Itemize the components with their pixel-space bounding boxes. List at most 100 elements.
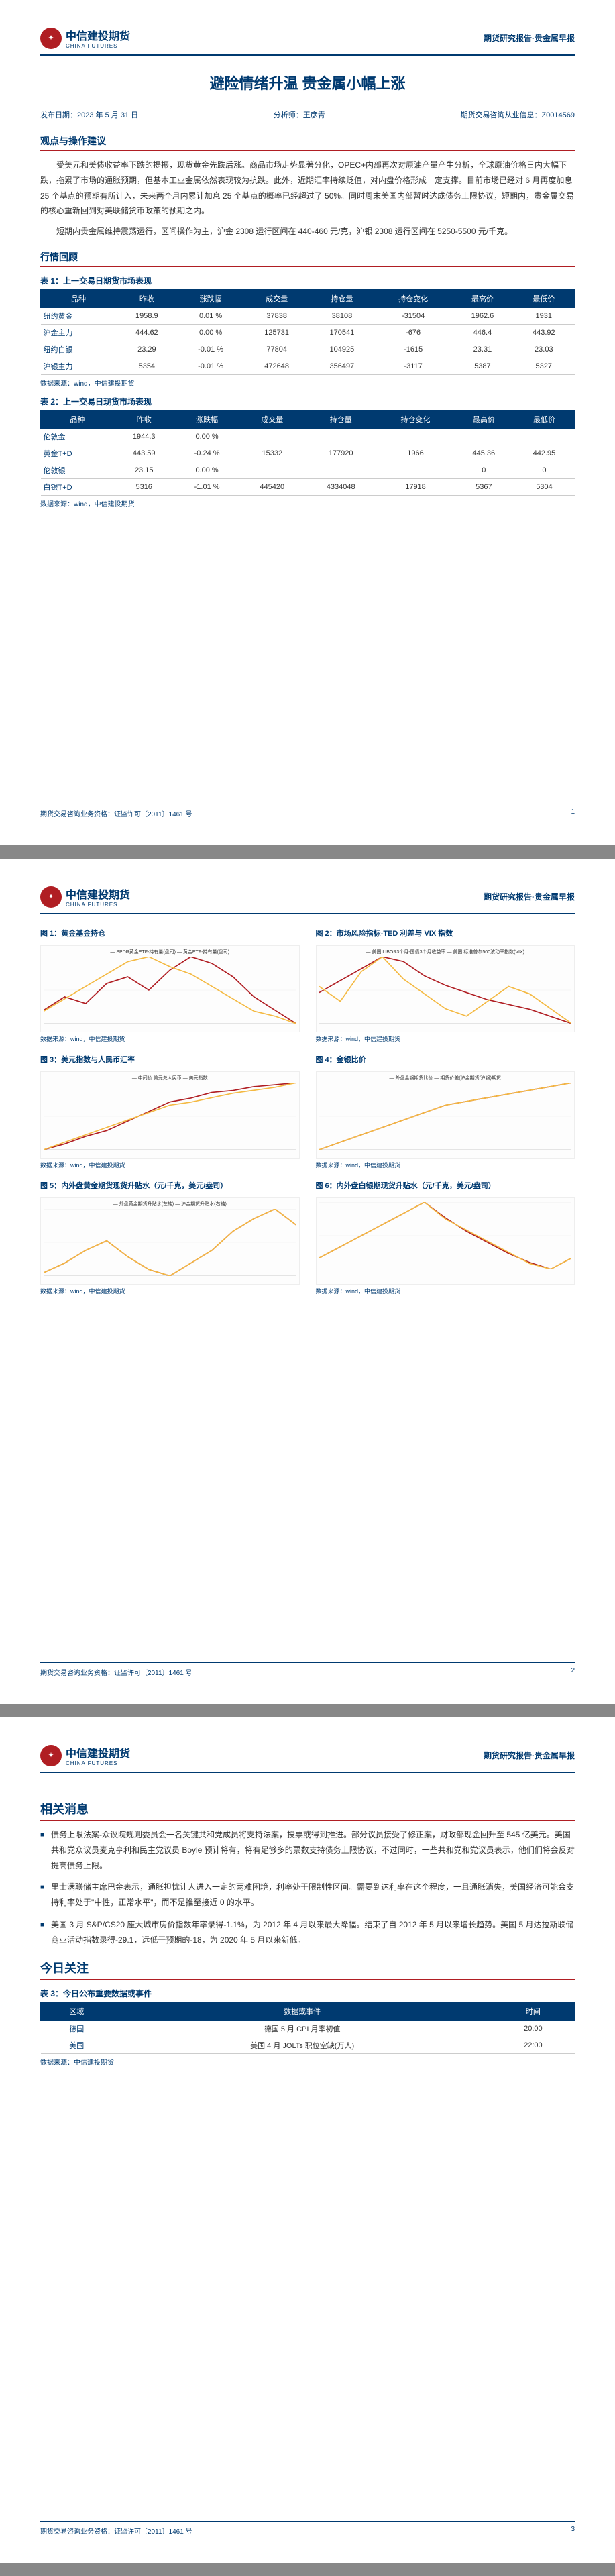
table-row: 纽约黄金1958.90.01 %3783838108-315041962.619…	[41, 307, 575, 324]
page-footer: 期货交易咨询业务资格：证监许可〔2011〕1461 号 1	[40, 804, 575, 818]
table-cell: 德国 5 月 CPI 月率初值	[113, 2020, 492, 2037]
table-row: 德国德国 5 月 CPI 月率初值20:00	[41, 2020, 575, 2037]
table-cell: 104925	[309, 341, 374, 358]
chart-legend: — 中间价:美元兑人民币 — 美元指数	[44, 1075, 296, 1081]
opinion-paragraph-2: 短期内贵金属维持震荡运行，区间操作为主，沪金 2308 运行区间在 440-46…	[40, 224, 575, 239]
table-cell: 22:00	[492, 2037, 574, 2053]
page-header: ✦ 中信建投期货 CHINA FUTURES 期货研究报告·贵金属早报	[40, 27, 575, 56]
section-news: 相关消息	[40, 1800, 575, 1821]
table-row: 沪金主力444.620.00 %125731170541-676446.4443…	[41, 324, 575, 341]
chart-title: 图 4：金银比价	[316, 1054, 575, 1067]
table-row: 沪银主力5354-0.01 %472648356497-311753875327	[41, 358, 575, 374]
table-cell: 纽约白银	[41, 341, 117, 358]
table-cell: 伦敦金	[41, 428, 115, 445]
table-cell: 38108	[309, 307, 374, 324]
page-number: 2	[571, 1667, 575, 1677]
table-cell: 15332	[240, 445, 304, 462]
brand-logo: ✦ 中信建投期货 CHINA FUTURES	[40, 27, 130, 49]
table-cell: 5354	[117, 358, 178, 374]
chart-svg	[319, 1202, 572, 1269]
table-cell: 美国 4 月 JOLTs 职位空缺(万人)	[113, 2037, 492, 2053]
page-header: ✦ 中信建投期货 CHINA FUTURES 期货研究报告·贵金属早报	[40, 1744, 575, 1773]
table-cell: 5327	[513, 358, 574, 374]
table-cell: 37838	[244, 307, 309, 324]
table-header-cell: 持仓量	[309, 289, 374, 307]
table-header-cell: 品种	[41, 410, 115, 428]
table-header-cell: 昨收	[114, 410, 174, 428]
table-header-cell: 涨跌幅	[177, 289, 244, 307]
chart-svg	[319, 957, 572, 1024]
table-cell: 444.62	[117, 324, 178, 341]
brand-cn: 中信建投期货	[66, 27, 130, 43]
events-table: 区域数据或事件时间德国德国 5 月 CPI 月率初值20:00美国美国 4 月 …	[40, 2002, 575, 2054]
table-cell: 1962.6	[452, 307, 513, 324]
section-review: 行情回顾	[40, 250, 575, 267]
footer-license: 期货交易咨询业务资格：证监许可〔2011〕1461 号	[40, 2526, 192, 2536]
table-header-cell: 持仓变化	[375, 289, 452, 307]
table-header-cell: 成交量	[240, 410, 304, 428]
logo-mark-icon: ✦	[40, 1745, 62, 1766]
table-cell	[240, 428, 304, 445]
table-cell: 0.00 %	[174, 462, 239, 478]
chart-box: 图 2：市场风险指标-TED 利差与 VIX 指数 — 美国:LIBOR3个月-…	[316, 928, 575, 1043]
table-header-cell: 数据或事件	[113, 2002, 492, 2020]
table-row: 白银T+D5316-1.01 %445420433404817918536753…	[41, 478, 575, 495]
chart-box: 图 4：金银比价 — 外盘金银期货比价 — 期货价差(沪金期货/沪银)期货 数据…	[316, 1054, 575, 1169]
table-cell: 446.4	[452, 324, 513, 341]
header-category: 期货研究报告·贵金属早报	[484, 891, 575, 902]
chart-legend: — 美国:LIBOR3个月-国债3个月收益率 — 美国:标准普尔500波动率指数…	[319, 949, 572, 955]
table-cell: 23.15	[114, 462, 174, 478]
table2-source: 数据来源：wind，中信建投期货	[40, 498, 575, 508]
table-cell: 20:00	[492, 2020, 574, 2037]
table-header-cell: 最高价	[453, 410, 514, 428]
chart-title: 图 6：内外盘白银期现货升贴水（元/千克，美元/盎司）	[316, 1180, 575, 1193]
futures-table: 品种昨收涨跌幅成交量持仓量持仓变化最高价最低价纽约黄金1958.90.01 %3…	[40, 289, 575, 375]
table-cell: -31504	[375, 307, 452, 324]
chart-svg	[44, 1083, 296, 1150]
page-number: 1	[571, 808, 575, 818]
table-cell: -3117	[375, 358, 452, 374]
table-cell: 1958.9	[117, 307, 178, 324]
chart-box: 图 6：内外盘白银期现货升贴水（元/千克，美元/盎司） 数据来源：wind，中信…	[316, 1180, 575, 1295]
table-header-cell: 区域	[41, 2002, 113, 2020]
brand-logo: ✦ 中信建投期货 CHINA FUTURES	[40, 1744, 130, 1766]
table-cell: 445420	[240, 478, 304, 495]
table-row: 伦敦金1944.30.00 %	[41, 428, 575, 445]
table-header-cell: 最高价	[452, 289, 513, 307]
page-header: ✦ 中信建投期货 CHINA FUTURES 期货研究报告·贵金属早报	[40, 885, 575, 914]
table-cell: 443.92	[513, 324, 574, 341]
chart-source: 数据来源：wind，中信建投期货	[40, 1161, 300, 1169]
footer-license: 期货交易咨询业务资格：证监许可〔2011〕1461 号	[40, 808, 192, 818]
table-cell: 472648	[244, 358, 309, 374]
chart-box: 图 3：美元指数与人民币汇率 — 中间价:美元兑人民币 — 美元指数 数据来源：…	[40, 1054, 300, 1169]
table-cell: -0.01 %	[177, 341, 244, 358]
table-header-cell: 持仓量	[304, 410, 378, 428]
table-cell: 1944.3	[114, 428, 174, 445]
table-cell: -0.01 %	[177, 358, 244, 374]
chart-source: 数据来源：wind，中信建投期货	[316, 1034, 575, 1043]
table-cell: 1966	[378, 445, 454, 462]
table-cell: 沪银主力	[41, 358, 117, 374]
table-header-cell: 涨跌幅	[174, 410, 239, 428]
news-item: 里士满联储主席巴金表示，通胀担忧让人进入一定的两难困境，利率处于限制性区间。需要…	[40, 1880, 575, 1911]
table-cell: 伦敦银	[41, 462, 115, 478]
spot-table: 品种昨收涨跌幅成交量持仓量持仓变化最高价最低价伦敦金1944.30.00 %黄金…	[40, 410, 575, 496]
table-cell	[453, 428, 514, 445]
table-cell: -0.24 %	[174, 445, 239, 462]
table1-source: 数据来源：wind，中信建投期货	[40, 378, 575, 388]
table-cell: 445.36	[453, 445, 514, 462]
table-header-cell: 昨收	[117, 289, 178, 307]
chart-box: 图 1：黄金基金持仓 — SPDR黄金ETF-持有量(盘司) — 黄金ETF-持…	[40, 928, 300, 1043]
chart-legend: — 外盘金银期货比价 — 期货价差(沪金期货/沪银)期货	[319, 1075, 572, 1081]
chart-source: 数据来源：wind，中信建投期货	[40, 1034, 300, 1043]
table-header-cell: 成交量	[244, 289, 309, 307]
chart-area: — 外盘黄金期货升贴水(左轴) — 沪金期货升贴水(右轴)	[40, 1197, 300, 1285]
chart-area: — 美国:LIBOR3个月-国债3个月收益率 — 美国:标准普尔500波动率指数…	[316, 945, 575, 1032]
table-cell	[304, 428, 378, 445]
table-cell: 177920	[304, 445, 378, 462]
brand-logo: ✦ 中信建投期货 CHINA FUTURES	[40, 885, 130, 908]
table-cell: 125731	[244, 324, 309, 341]
table-cell: 17918	[378, 478, 454, 495]
table-row: 伦敦银23.150.00 %00	[41, 462, 575, 478]
chart-svg	[44, 1209, 296, 1276]
